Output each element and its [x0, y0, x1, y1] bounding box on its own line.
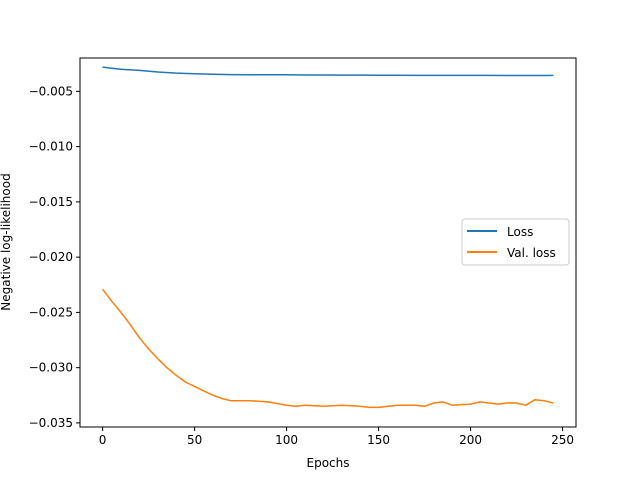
- x-tick-label: 0: [99, 433, 107, 447]
- plot-frame: [79, 57, 577, 428]
- y-tick-label: −0.010: [29, 140, 73, 154]
- x-tick-label: 200: [459, 433, 482, 447]
- y-tick-label: −0.025: [29, 305, 73, 319]
- y-axis-label: Negative log-likelihood: [0, 173, 13, 310]
- x-tick-label: 250: [551, 433, 574, 447]
- y-tick-label: −0.030: [29, 361, 73, 375]
- x-tick-label: 100: [275, 433, 298, 447]
- y-tick-label: −0.020: [29, 250, 73, 264]
- plot-lines: [102, 66, 554, 409]
- y-tick-label: −0.035: [29, 416, 73, 430]
- series-line-val-loss: [102, 288, 554, 409]
- legend: Loss Val. loss: [461, 218, 570, 266]
- y-tick-label: −0.005: [29, 84, 73, 98]
- series-line-loss: [102, 66, 554, 77]
- x-tick-label: 150: [367, 433, 390, 447]
- x-axis-ticks: 0 50 100 150 200 250: [99, 427, 574, 447]
- y-tick-label: −0.015: [29, 195, 73, 209]
- x-axis-label: Epochs: [307, 456, 350, 470]
- legend-label-val-loss: Val. loss: [507, 246, 556, 260]
- y-axis-ticks: −0.035 −0.030 −0.025 −0.020 −0.015 −0.010 −0.0…: [29, 84, 80, 430]
- x-tick-label: 50: [187, 433, 202, 447]
- legend-label-loss: Loss: [507, 225, 533, 239]
